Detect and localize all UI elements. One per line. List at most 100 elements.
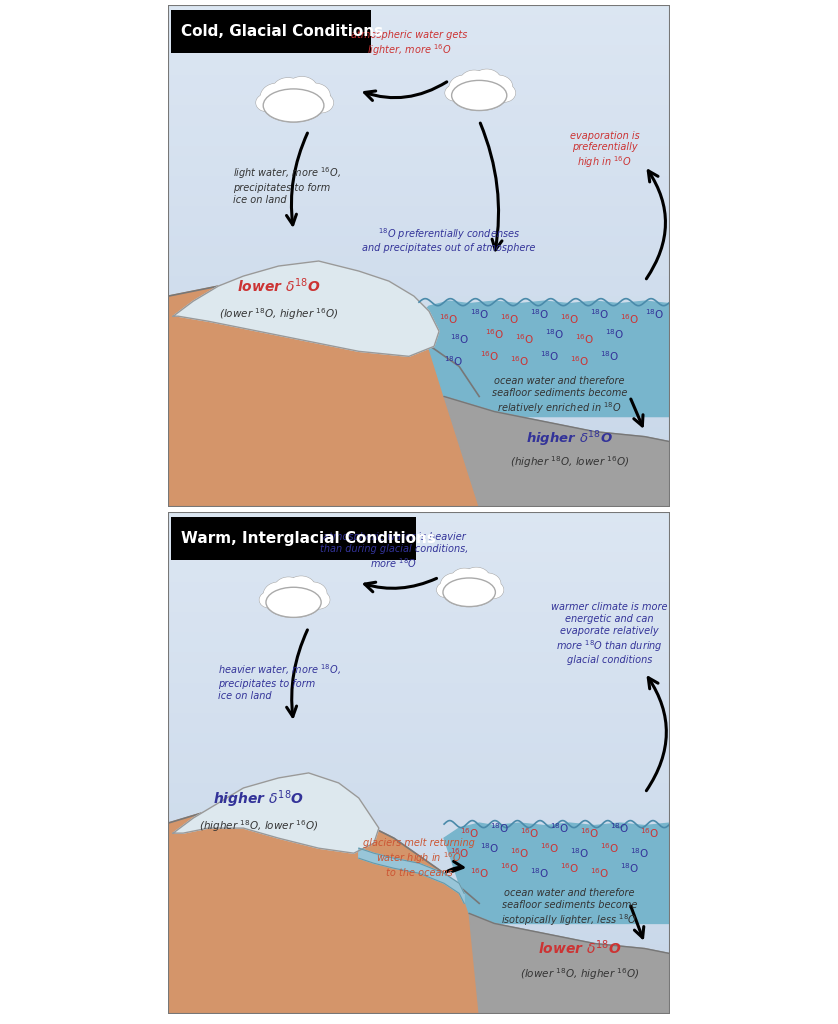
Ellipse shape xyxy=(473,70,501,91)
Text: $^{16}$O: $^{16}$O xyxy=(575,332,594,346)
Ellipse shape xyxy=(473,70,501,91)
Bar xyxy=(168,903,670,913)
Bar xyxy=(168,542,670,552)
Ellipse shape xyxy=(261,83,293,111)
Text: $^{16}$O: $^{16}$O xyxy=(600,842,619,855)
Ellipse shape xyxy=(460,71,489,92)
Text: $^{16}$O: $^{16}$O xyxy=(590,866,609,881)
Bar xyxy=(168,692,670,702)
Ellipse shape xyxy=(437,583,456,598)
Text: $^{18}$O: $^{18}$O xyxy=(545,327,564,341)
Ellipse shape xyxy=(474,573,500,594)
Bar xyxy=(168,116,670,126)
Bar xyxy=(168,436,670,446)
Text: $^{16}$O: $^{16}$O xyxy=(570,354,589,369)
Bar xyxy=(168,126,670,135)
Bar xyxy=(168,562,670,572)
Bar xyxy=(168,226,670,236)
Ellipse shape xyxy=(263,89,324,122)
Text: $^{18}$O: $^{18}$O xyxy=(590,307,609,321)
Ellipse shape xyxy=(463,567,489,589)
Bar xyxy=(168,367,670,377)
Bar xyxy=(168,673,670,683)
Text: atmospheric water gets
lighter, more $^{16}$O: atmospheric water gets lighter, more $^{… xyxy=(351,30,467,58)
Text: light water, more $^{16}$O,
precipitates to form
ice on land: light water, more $^{16}$O, precipitates… xyxy=(233,166,341,205)
Bar xyxy=(168,85,670,95)
Text: atmospheric water is heavier
than during glacial conditions,
more $^{18}$O: atmospheric water is heavier than during… xyxy=(320,532,468,569)
Ellipse shape xyxy=(449,76,479,100)
Ellipse shape xyxy=(463,567,489,589)
Bar xyxy=(168,105,670,116)
Text: $^{16}$O: $^{16}$O xyxy=(499,312,519,326)
Text: $^{16}$O: $^{16}$O xyxy=(510,354,529,369)
Ellipse shape xyxy=(474,573,500,594)
FancyBboxPatch shape xyxy=(171,10,371,53)
Bar xyxy=(168,552,670,562)
Text: $^{16}$O: $^{16}$O xyxy=(449,846,468,860)
Bar xyxy=(168,813,670,823)
Text: $^{18}$O: $^{18}$O xyxy=(489,821,509,835)
Ellipse shape xyxy=(309,93,334,113)
Bar xyxy=(168,236,670,246)
Ellipse shape xyxy=(451,568,478,590)
Ellipse shape xyxy=(287,577,315,598)
Bar xyxy=(168,417,670,427)
Bar xyxy=(168,327,670,336)
Bar xyxy=(168,316,670,327)
Polygon shape xyxy=(444,823,670,924)
Ellipse shape xyxy=(275,578,303,599)
Ellipse shape xyxy=(299,83,330,108)
Bar xyxy=(168,185,670,196)
Ellipse shape xyxy=(308,591,329,609)
Bar xyxy=(168,652,670,663)
Ellipse shape xyxy=(275,578,303,599)
Polygon shape xyxy=(444,396,670,507)
Text: $^{16}$O: $^{16}$O xyxy=(640,826,660,840)
Bar xyxy=(168,702,670,713)
Bar xyxy=(168,893,670,903)
Bar xyxy=(168,166,670,176)
Text: $^{16}$O: $^{16}$O xyxy=(484,327,504,341)
Ellipse shape xyxy=(445,85,465,101)
Bar xyxy=(168,477,670,486)
Text: $^{16}$O: $^{16}$O xyxy=(439,312,458,326)
Bar xyxy=(168,296,670,306)
Bar xyxy=(168,446,670,457)
Bar xyxy=(168,522,670,532)
Ellipse shape xyxy=(263,583,293,607)
Bar xyxy=(168,793,670,803)
Bar xyxy=(168,723,670,733)
Bar xyxy=(168,407,670,417)
Bar xyxy=(168,934,670,943)
Bar xyxy=(168,834,670,843)
Ellipse shape xyxy=(266,588,321,617)
Text: (lower $^{18}$O, higher $^{16}$O): (lower $^{18}$O, higher $^{16}$O) xyxy=(520,966,639,982)
Polygon shape xyxy=(173,261,439,356)
Text: warmer climate is more
energetic and can
evaporate relatively
more $^{18}$O than: warmer climate is more energetic and can… xyxy=(551,602,668,666)
Text: $^{18}$O: $^{18}$O xyxy=(570,846,589,860)
Bar xyxy=(168,783,670,793)
Bar xyxy=(168,145,670,156)
Polygon shape xyxy=(359,848,464,903)
Bar xyxy=(168,742,670,753)
Ellipse shape xyxy=(441,573,469,597)
Ellipse shape xyxy=(494,84,515,102)
Bar xyxy=(168,713,670,723)
Bar xyxy=(168,753,670,763)
Bar xyxy=(168,592,670,602)
FancyBboxPatch shape xyxy=(171,517,416,560)
Bar xyxy=(168,984,670,993)
Text: higher $\delta^{18}$O: higher $\delta^{18}$O xyxy=(213,788,304,810)
Polygon shape xyxy=(419,301,670,417)
Text: $^{18}$O: $^{18}$O xyxy=(449,332,468,346)
Bar xyxy=(168,532,670,542)
Bar xyxy=(168,623,670,633)
Text: higher $\delta^{18}$O: higher $\delta^{18}$O xyxy=(526,429,613,449)
Text: ocean water and therefore
seafloor sediments become
relatively enriched in $^{18: ocean water and therefore seafloor sedim… xyxy=(492,377,627,416)
Text: $^{18}$O: $^{18}$O xyxy=(645,307,665,321)
Bar xyxy=(168,246,670,256)
Ellipse shape xyxy=(483,582,504,598)
Ellipse shape xyxy=(298,583,327,604)
Text: $^{16}$O: $^{16}$O xyxy=(560,312,579,326)
Bar xyxy=(168,396,670,407)
